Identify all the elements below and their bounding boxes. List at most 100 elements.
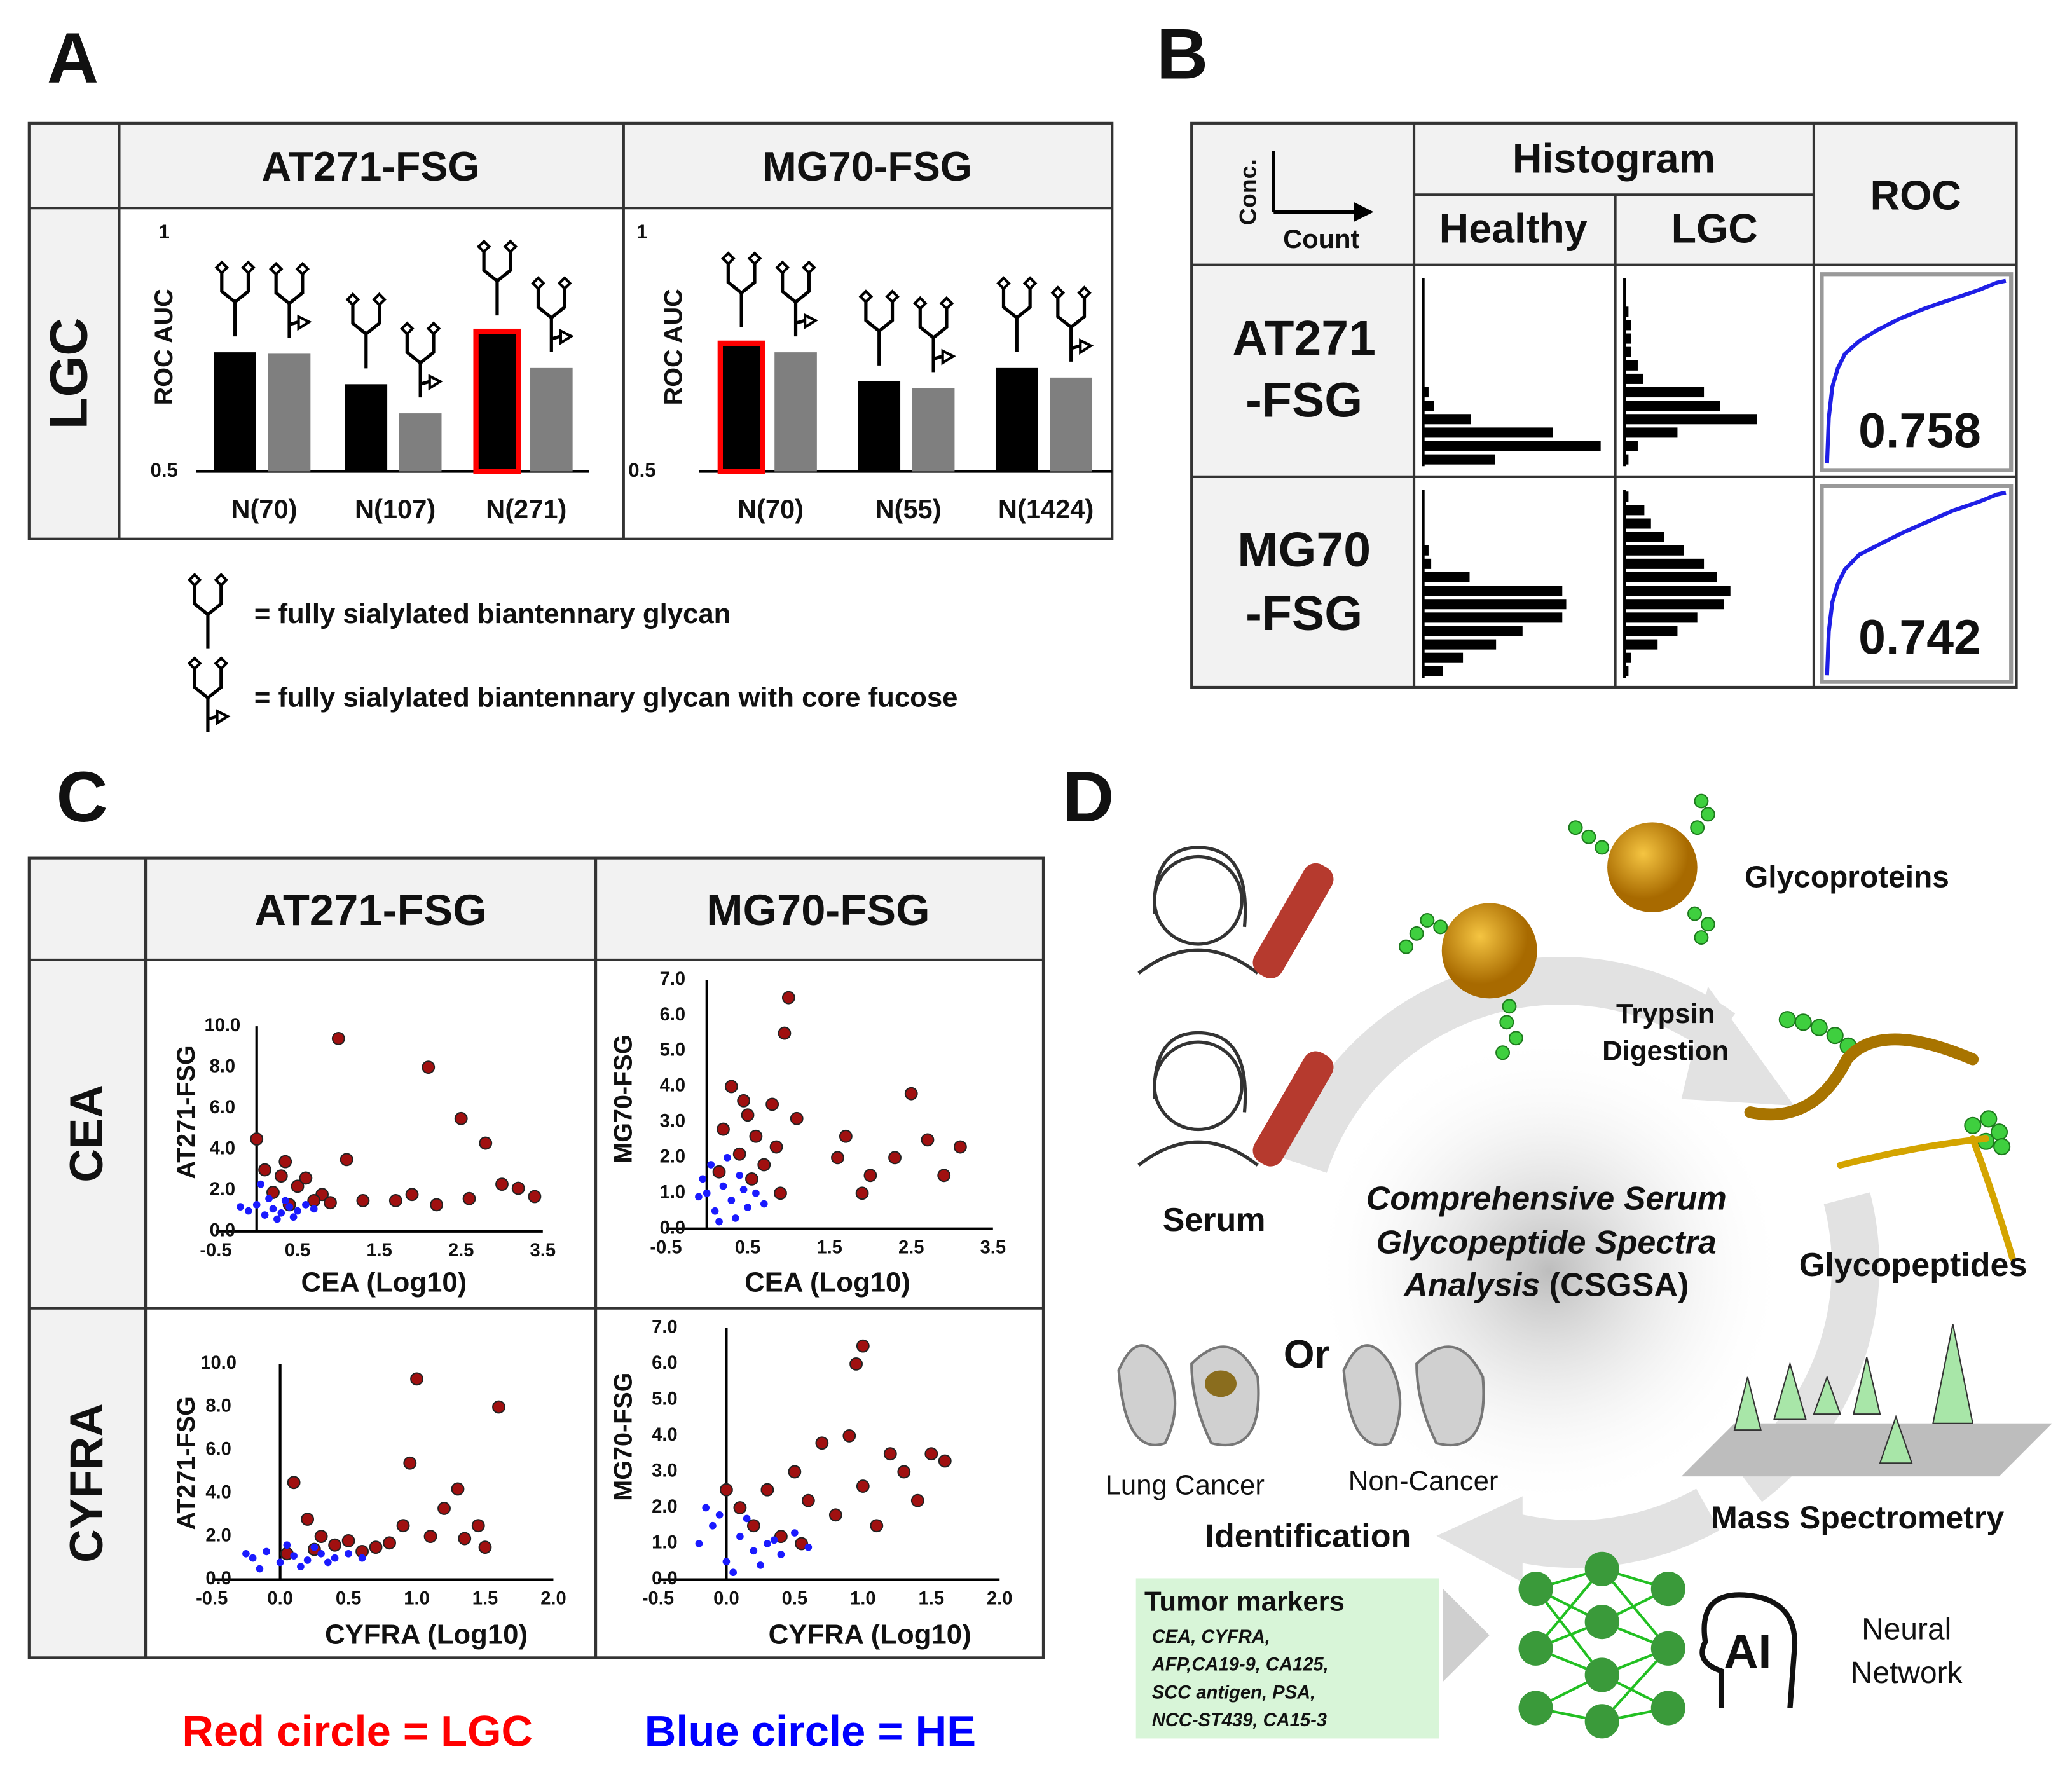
label: AFP,CA19-9, CA125,	[1151, 1655, 1329, 1675]
histogram-bar	[1423, 599, 1567, 610]
point	[744, 1204, 751, 1211]
workflow-illustration	[1650, 1572, 1685, 1607]
y-tick-label: 2.0	[205, 1525, 231, 1546]
x-axis-label: CEA (Log10)	[301, 1267, 467, 1298]
point	[828, 1508, 842, 1522]
table-a	[29, 123, 1113, 209]
y-tick-label: 0.0	[660, 1218, 686, 1238]
y-axis-label: ROC AUC	[150, 289, 178, 405]
workflow-illustration	[1117, 1344, 1260, 1447]
bar	[774, 352, 817, 472]
label: Identification	[1205, 1518, 1411, 1555]
y-tick-label: 5.0	[652, 1389, 678, 1410]
point	[888, 1151, 902, 1165]
point	[815, 1436, 829, 1450]
point	[724, 1080, 738, 1094]
point	[307, 1194, 321, 1207]
point	[709, 1521, 717, 1530]
point	[741, 1108, 755, 1122]
workflow-illustration	[1853, 1357, 1881, 1415]
point	[707, 1161, 715, 1169]
x-tick-label: 2.0	[540, 1588, 566, 1609]
point	[331, 1032, 345, 1045]
workflow-illustration	[1584, 1657, 1619, 1692]
label: SCC antigen, PSA,	[1152, 1682, 1315, 1703]
point	[410, 1372, 423, 1386]
workflow-illustration	[1810, 1019, 1828, 1036]
row-header: -FSG	[1245, 373, 1362, 428]
y-tick-label: 4.0	[660, 1076, 686, 1096]
axis-label: Conc.	[1235, 159, 1261, 225]
point	[479, 1136, 493, 1150]
point	[856, 1339, 870, 1353]
workflow-illustration	[1153, 1031, 1247, 1113]
y-tick-label: 4.0	[652, 1425, 678, 1445]
workflow-illustration	[1153, 854, 1244, 946]
column-header: LGC	[1671, 206, 1758, 252]
point	[765, 1097, 779, 1111]
label: Or	[1284, 1332, 1330, 1376]
x-tick-label: 0.5	[336, 1588, 362, 1609]
column-header: AT271-FSG	[262, 144, 480, 189]
workflow-illustration	[1687, 906, 1702, 921]
histogram-bar	[1423, 572, 1470, 583]
point	[757, 1158, 771, 1172]
histogram-bar	[1423, 454, 1495, 465]
histogram-bar	[1624, 599, 1724, 610]
legend-text: = fully sialylated biantennary glycan	[254, 598, 731, 629]
point	[471, 1519, 485, 1533]
y-tick-label: 2.0	[652, 1497, 678, 1517]
y-tick-label: 6.0	[660, 1005, 686, 1025]
point	[462, 1191, 476, 1205]
workflow-illustration	[1694, 930, 1709, 945]
workflow-illustration	[1581, 829, 1596, 844]
point	[437, 1502, 451, 1515]
table-a	[29, 123, 120, 539]
y-tick-label: 0.0	[652, 1568, 678, 1589]
point	[396, 1519, 410, 1533]
histogram-bar	[1624, 454, 1629, 465]
workflow-illustration	[1879, 1415, 1913, 1464]
point	[265, 1195, 273, 1203]
point	[289, 1213, 298, 1221]
point	[695, 1540, 703, 1547]
point	[743, 1514, 751, 1523]
x-tick-label: 1.0	[850, 1588, 876, 1609]
bar	[530, 367, 573, 472]
point	[719, 1182, 727, 1190]
point	[921, 1133, 935, 1147]
row-header: -FSG	[1245, 586, 1362, 641]
point	[454, 1111, 468, 1125]
point	[403, 1456, 417, 1470]
label: Network	[1851, 1656, 1963, 1690]
column-header: AT271-FSG	[254, 886, 486, 935]
workflow-illustration	[1733, 1324, 1974, 1464]
workflow-illustration	[1700, 917, 1715, 932]
point	[263, 1547, 270, 1556]
histogram-bar	[1624, 427, 1678, 438]
bar	[399, 413, 442, 472]
workflow-illustration	[1117, 793, 2052, 1739]
point	[299, 1171, 313, 1185]
point	[788, 1465, 802, 1479]
point	[451, 1482, 465, 1496]
histogram-bar	[1423, 441, 1601, 451]
point	[924, 1447, 938, 1461]
x-tick-label: 2.5	[898, 1238, 924, 1258]
point	[938, 1454, 952, 1468]
x-tick-label: N(70)	[738, 494, 804, 524]
point	[478, 1540, 492, 1554]
x-tick-label: 0.5	[285, 1240, 311, 1261]
histogram-bar	[1624, 491, 1629, 502]
workflow-illustration	[1409, 926, 1424, 941]
y-tick-label: 10.0	[204, 1015, 240, 1036]
workflow-illustration	[1137, 846, 1259, 1167]
label: AI	[1724, 1624, 1771, 1678]
label: Analysis (CSGSA)	[1403, 1266, 1689, 1303]
y-tick-label: 6.0	[652, 1353, 678, 1373]
point	[791, 1529, 799, 1537]
x-tick-label: 1.0	[404, 1588, 430, 1609]
workflow-illustration	[1568, 820, 1583, 835]
workflow-illustration	[1495, 1045, 1511, 1060]
point	[422, 1060, 436, 1074]
